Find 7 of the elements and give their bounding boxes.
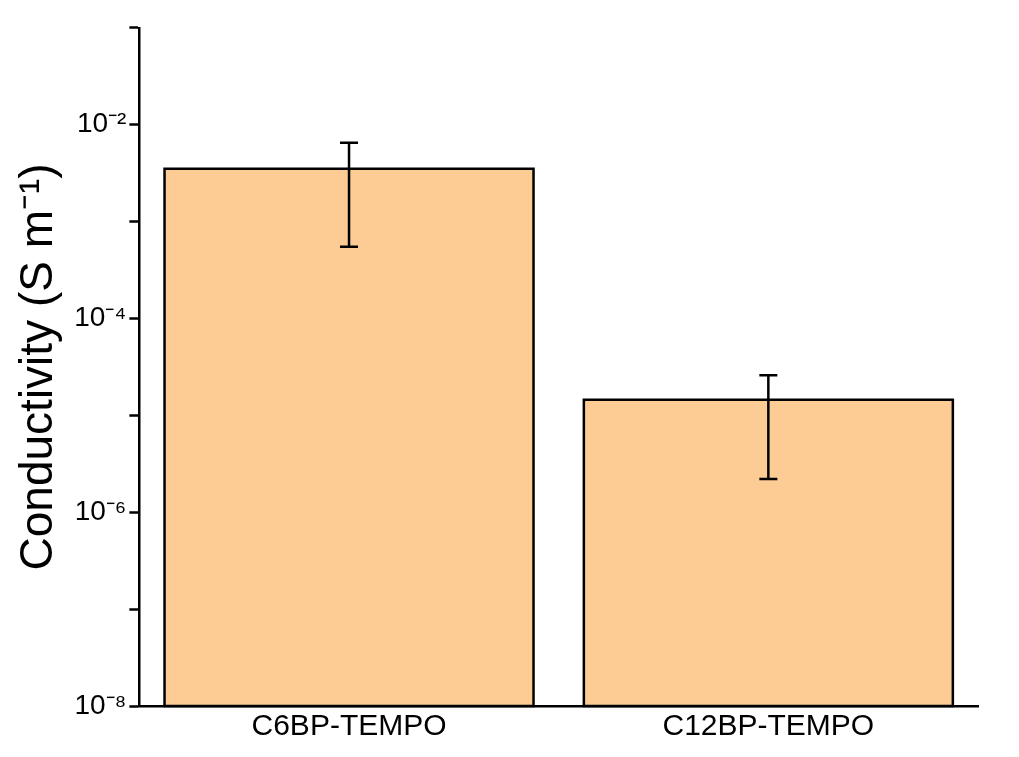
y-tick-label: 10⁻² <box>76 107 127 139</box>
y-tick-label: 10⁻⁴ <box>74 301 127 333</box>
y-tick-label: 10⁻⁸ <box>74 688 127 720</box>
x-tick-label: C12BP-TEMPO <box>662 708 875 742</box>
y-tick-label: 10⁻⁶ <box>74 494 127 526</box>
y-axis-title: Conductivity (S m⁻¹) <box>10 163 63 571</box>
x-tick-label: C6BP-TEMPO <box>251 708 447 742</box>
